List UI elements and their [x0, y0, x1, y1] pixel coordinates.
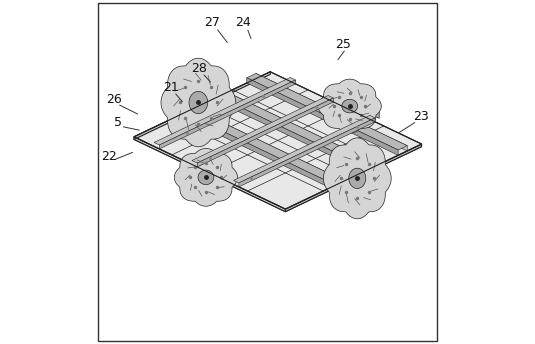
Polygon shape	[247, 73, 407, 150]
Polygon shape	[169, 98, 202, 114]
Polygon shape	[174, 149, 238, 206]
Polygon shape	[184, 100, 199, 115]
Text: 5: 5	[114, 116, 122, 129]
Polygon shape	[353, 85, 376, 107]
Polygon shape	[222, 90, 373, 167]
Polygon shape	[342, 162, 383, 182]
Polygon shape	[210, 184, 225, 199]
Polygon shape	[198, 170, 214, 185]
Polygon shape	[346, 95, 364, 111]
Polygon shape	[213, 94, 364, 172]
Polygon shape	[169, 107, 184, 122]
Polygon shape	[188, 106, 339, 183]
Text: 23: 23	[412, 110, 429, 123]
Polygon shape	[180, 158, 221, 178]
Polygon shape	[184, 91, 202, 108]
Polygon shape	[334, 85, 376, 104]
Polygon shape	[213, 90, 373, 166]
Polygon shape	[342, 99, 357, 113]
Polygon shape	[173, 92, 191, 112]
Polygon shape	[192, 175, 225, 192]
Polygon shape	[173, 81, 195, 104]
Polygon shape	[173, 81, 213, 100]
Text: 25: 25	[335, 38, 351, 51]
Text: 24: 24	[235, 16, 251, 29]
Polygon shape	[256, 73, 407, 151]
Polygon shape	[134, 74, 422, 212]
Polygon shape	[342, 173, 360, 193]
Polygon shape	[179, 110, 330, 188]
Polygon shape	[285, 144, 422, 212]
Polygon shape	[161, 58, 236, 147]
Polygon shape	[203, 169, 221, 190]
Polygon shape	[169, 98, 187, 115]
Text: 22: 22	[102, 150, 117, 163]
Polygon shape	[239, 118, 375, 187]
Polygon shape	[361, 102, 379, 118]
Polygon shape	[177, 168, 210, 184]
Polygon shape	[323, 138, 391, 219]
Polygon shape	[349, 168, 366, 189]
Polygon shape	[195, 177, 210, 192]
Polygon shape	[197, 98, 333, 167]
Text: 21: 21	[163, 81, 179, 94]
Polygon shape	[154, 77, 296, 145]
Polygon shape	[247, 78, 398, 155]
Polygon shape	[134, 72, 270, 139]
Polygon shape	[234, 115, 375, 183]
Polygon shape	[360, 171, 383, 193]
Text: 26: 26	[106, 93, 123, 106]
Polygon shape	[184, 91, 217, 107]
Text: 27: 27	[204, 16, 220, 29]
Polygon shape	[134, 72, 422, 209]
Text: 28: 28	[191, 62, 207, 75]
Polygon shape	[318, 79, 381, 133]
Polygon shape	[179, 106, 339, 183]
Polygon shape	[134, 137, 285, 212]
Polygon shape	[331, 95, 364, 110]
Polygon shape	[346, 102, 379, 118]
Polygon shape	[192, 96, 333, 163]
Polygon shape	[334, 85, 353, 105]
Polygon shape	[159, 80, 296, 149]
Polygon shape	[189, 92, 208, 114]
